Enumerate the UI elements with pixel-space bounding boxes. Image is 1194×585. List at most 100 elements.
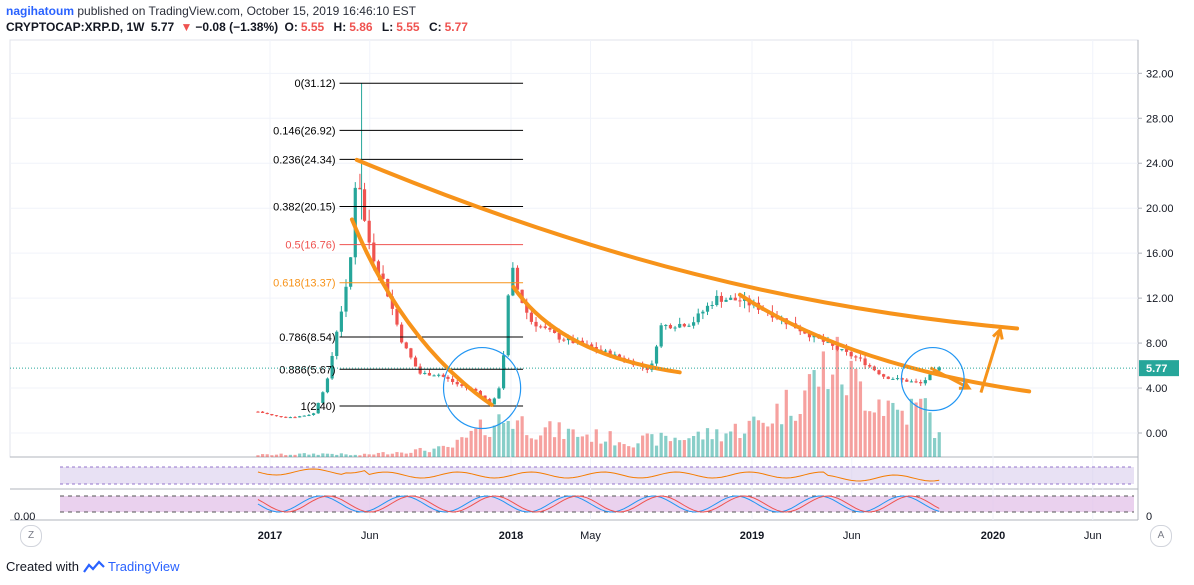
volume-bar bbox=[603, 441, 608, 457]
volume-bar bbox=[831, 374, 835, 457]
y-tick-label: 4.00 bbox=[1146, 383, 1167, 395]
author-link[interactable]: nagihatoum bbox=[6, 4, 74, 18]
volume-bar bbox=[705, 428, 710, 457]
candle-body bbox=[298, 416, 302, 418]
volume-bar bbox=[756, 420, 761, 457]
volume-bar bbox=[483, 435, 487, 457]
candle-body bbox=[687, 325, 691, 327]
volume-bar bbox=[664, 435, 668, 457]
volume-bar bbox=[636, 443, 640, 457]
volume-bar bbox=[534, 439, 538, 457]
low-value: 5.55 bbox=[396, 20, 420, 34]
last-price-label: 5.77 bbox=[1146, 363, 1167, 375]
volume-bar bbox=[307, 454, 311, 457]
volume-bar bbox=[747, 420, 751, 457]
volume-bar bbox=[854, 368, 858, 457]
volume-bar bbox=[469, 430, 473, 457]
volume-bar bbox=[742, 433, 747, 457]
volume-bar bbox=[349, 455, 353, 457]
volume-bar bbox=[803, 390, 807, 457]
candle-body bbox=[478, 390, 483, 396]
open-label: O: bbox=[284, 20, 298, 34]
volume-bar bbox=[400, 452, 404, 457]
projection-arrow bbox=[929, 366, 970, 390]
candle-body bbox=[710, 305, 714, 307]
volume-bar bbox=[548, 421, 552, 457]
volume-bar bbox=[515, 420, 520, 457]
tradingview-name: TradingView bbox=[107, 559, 180, 574]
candle-body bbox=[492, 398, 496, 405]
volume-bar bbox=[432, 448, 436, 457]
volume-bar bbox=[631, 447, 635, 457]
volume-bar bbox=[789, 415, 793, 457]
volume-bar bbox=[840, 384, 844, 457]
candle-body bbox=[705, 305, 710, 312]
candle-body bbox=[427, 372, 432, 376]
candle-body bbox=[664, 325, 668, 327]
volume-bar bbox=[682, 440, 686, 457]
volume-bar bbox=[891, 402, 895, 457]
candle-body bbox=[395, 308, 399, 325]
volume-bar bbox=[529, 438, 533, 457]
candle-body bbox=[288, 417, 292, 419]
fib-level-label: 0.786(8.54) bbox=[279, 332, 335, 344]
auto-scale-button[interactable]: A bbox=[1150, 525, 1172, 547]
volume-bar bbox=[265, 454, 269, 457]
price-pane-border bbox=[9, 39, 1139, 458]
volume-bar bbox=[437, 446, 441, 457]
volume-bar bbox=[501, 422, 506, 457]
candle-body bbox=[525, 302, 529, 313]
volume-bar bbox=[923, 398, 927, 457]
candle-body bbox=[539, 326, 543, 328]
price-chart[interactable]: 32.00 28.00 24.00 20.00 16.00 12.00 8.00 4.00 0.… bbox=[0, 0, 1194, 555]
candle-body bbox=[474, 388, 478, 391]
volume-bar bbox=[627, 446, 631, 457]
candle-body bbox=[905, 379, 909, 382]
fib-level-label: 1(2.40) bbox=[301, 401, 336, 413]
y-tick-label: 32.00 bbox=[1146, 68, 1174, 80]
candle-body bbox=[284, 416, 288, 418]
volume-bar bbox=[645, 433, 649, 457]
volume-bar bbox=[325, 453, 330, 457]
candle-body bbox=[552, 329, 557, 333]
zoom-button[interactable]: Z bbox=[20, 525, 42, 547]
volume-bar bbox=[298, 453, 302, 457]
volume-bar bbox=[552, 437, 557, 457]
x-tick-label: Jun bbox=[843, 530, 861, 542]
candle-body bbox=[719, 295, 724, 302]
volume-bar bbox=[395, 452, 399, 457]
candle-body bbox=[877, 370, 881, 375]
fib-level-label: 0.382(20.15) bbox=[273, 202, 335, 214]
candle-body bbox=[673, 327, 677, 329]
stoch-k-line bbox=[257, 495, 940, 513]
volume-bar bbox=[715, 429, 719, 457]
volume-bar bbox=[812, 370, 816, 457]
tradingview-brand[interactable]: TradingView bbox=[83, 559, 180, 574]
volume-bar bbox=[599, 443, 603, 457]
candle-body bbox=[362, 189, 367, 221]
candle-body bbox=[270, 414, 274, 416]
volume-bar bbox=[279, 453, 283, 457]
volume-bar bbox=[849, 360, 853, 457]
y-tick-label: 28.00 bbox=[1146, 113, 1174, 125]
volume-bar bbox=[775, 403, 779, 457]
volume-bar bbox=[293, 454, 297, 457]
volume-bar bbox=[557, 422, 561, 457]
x-tick-label: 2020 bbox=[981, 530, 1005, 542]
volume-bar bbox=[905, 424, 909, 457]
volume-bar bbox=[928, 412, 932, 457]
x-tick-label: Jun bbox=[1084, 530, 1102, 542]
candle-body bbox=[696, 313, 700, 323]
candle-body bbox=[451, 378, 455, 382]
volume-bar bbox=[413, 449, 418, 457]
volume-bar bbox=[571, 429, 575, 457]
trend-curve bbox=[511, 284, 682, 375]
candle-body bbox=[372, 242, 376, 262]
candle-body bbox=[701, 311, 705, 314]
volume-bar bbox=[404, 453, 408, 457]
volume-bar bbox=[427, 452, 432, 457]
candle-body bbox=[895, 378, 900, 380]
volume-bar bbox=[882, 415, 886, 457]
candle-body bbox=[840, 349, 844, 351]
volume-bar bbox=[455, 439, 459, 457]
